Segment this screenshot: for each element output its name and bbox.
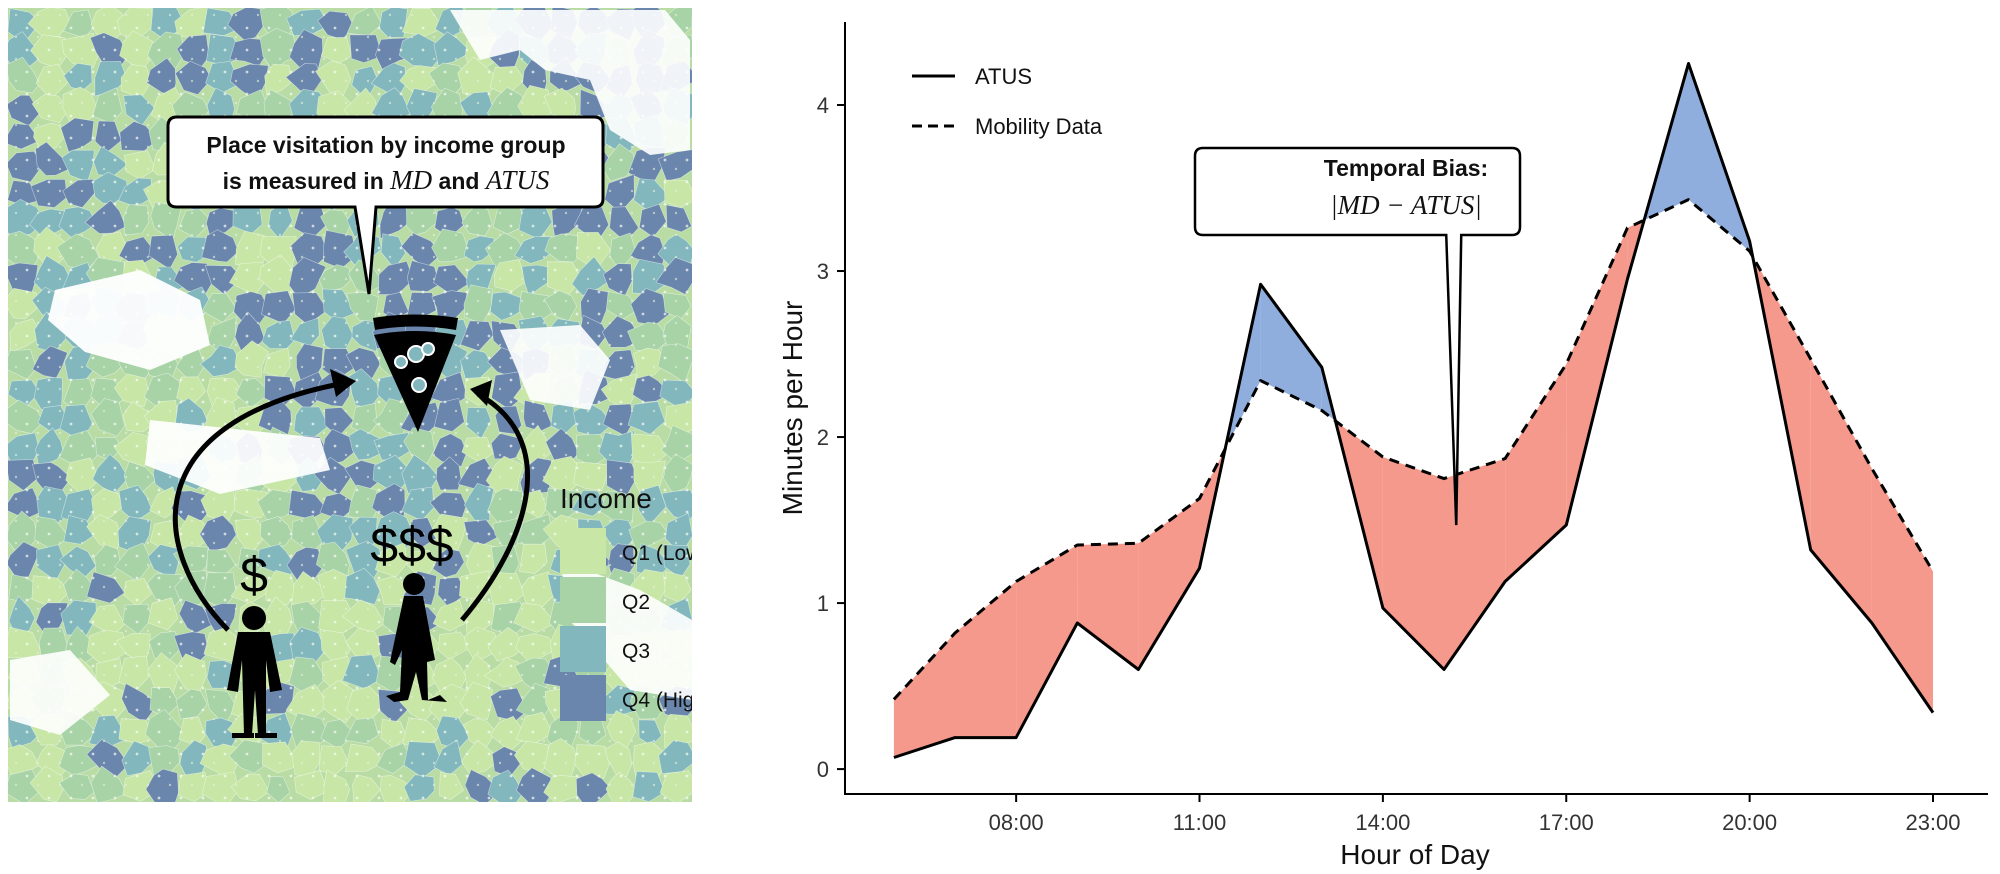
- legend-label-q3: Q3: [622, 640, 650, 663]
- bias-callout-bubble: [1193, 146, 1522, 526]
- high-income-arrow: [460, 391, 530, 622]
- callout-prefix: is measured in: [223, 168, 384, 194]
- high-income-arrow-head: [470, 380, 492, 406]
- low-income-arrow: [172, 379, 351, 632]
- callout-and: and: [439, 168, 480, 194]
- bias-area-mobility-above: [1077, 543, 1139, 670]
- legend-title: Income: [560, 483, 652, 514]
- low-income-person-icon: [227, 606, 282, 738]
- pizza-slice-icon: [373, 314, 458, 432]
- x-tick-label: 08:00: [989, 810, 1044, 835]
- x-tick-label: 14:00: [1355, 810, 1410, 835]
- legend-swatch-q3: [560, 626, 606, 672]
- y-tick-label: 2: [817, 425, 829, 450]
- bias-callout-formula: |MD − ATUS|: [1330, 190, 1482, 220]
- callout-line2: is measured in MD and ATUS: [223, 165, 550, 195]
- y-tick-label: 0: [817, 757, 829, 782]
- legend-mobility-label: Mobility Data: [975, 114, 1103, 139]
- temporal-bias-chart: 0 1 2 3 4 08:00 11:00 14:00 17:00 20:00 23:00 Min…: [777, 22, 1988, 870]
- bias-area-mobility-above: [955, 581, 1017, 738]
- bias-area-mobility-above: [1444, 458, 1506, 670]
- y-axis-label: Minutes per Hour: [777, 301, 808, 516]
- mobility-series-line: [892, 198, 1935, 701]
- low-income-symbol: $: [240, 547, 268, 603]
- bias-area-mobility-above: [1871, 468, 1933, 713]
- map-water-area: [10, 650, 110, 735]
- legend-swatch-q4: [560, 675, 606, 721]
- bias-area-mobility-above: [1382, 457, 1444, 670]
- x-axis-label: Hour of Day: [1340, 839, 1489, 870]
- map-water-area: [145, 420, 330, 494]
- high-income-symbol: $$$: [370, 517, 453, 573]
- callout-line1: Place visitation by income group: [206, 132, 565, 158]
- x-tick-label: 20:00: [1722, 810, 1777, 835]
- map-callout: Place visitation by income group is meas…: [166, 115, 605, 295]
- legend-swatch-q1: [560, 528, 606, 574]
- bias-callout-title: Temporal Bias:: [1324, 155, 1488, 181]
- y-tick-label: 4: [817, 93, 829, 118]
- bias-area-mobility-above: [1138, 498, 1200, 670]
- legend-swatch-q2: [560, 577, 606, 623]
- map-water-area: [450, 10, 690, 155]
- low-income-arrow-head: [330, 369, 356, 397]
- bias-area-mobility-above: [1016, 545, 1078, 738]
- chart-legend: ATUS Mobility Data: [912, 64, 1103, 139]
- legend-atus-label: ATUS: [975, 64, 1032, 89]
- atus-series-line: [893, 62, 1935, 759]
- bias-area-mobility-above: [893, 633, 955, 758]
- y-axis-ticks: 0 1 2 3 4: [817, 93, 845, 782]
- callout-md: MD: [389, 165, 432, 195]
- bias-area-mobility-above: [1505, 364, 1567, 582]
- map-water-area: [48, 270, 210, 370]
- series-lines: [892, 62, 1935, 759]
- x-tick-label: 17:00: [1539, 810, 1594, 835]
- x-tick-label: 23:00: [1905, 810, 1960, 835]
- map-water-area: [500, 325, 610, 410]
- legend-label-q2: Q2: [622, 591, 650, 614]
- y-tick-label: 3: [817, 259, 829, 284]
- callout-atus: ATUS: [484, 165, 550, 195]
- bias-area-mobility-above: [1566, 227, 1628, 525]
- x-tick-label: 11:00: [1173, 810, 1226, 835]
- y-tick-label: 1: [817, 591, 829, 616]
- callout-bubble: [166, 115, 605, 295]
- legend-label-q1: Q1 (Low): [622, 542, 708, 565]
- bias-callout: Temporal Bias: |MD − ATUS|: [1193, 146, 1522, 526]
- legend-label-q4: Q4 (High): [622, 689, 713, 712]
- high-income-person-icon: [386, 573, 447, 702]
- bias-area-mobility-above: [1810, 359, 1872, 623]
- income-legend: Income Q1 (Low) Q2 Q3 Q4 (High): [560, 483, 713, 721]
- bias-area-atus-above: [1260, 284, 1322, 411]
- x-axis-ticks: 08:00 11:00 14:00 17:00 20:00 23:00: [989, 794, 1961, 835]
- income-map-panel: Place visitation by income group is meas…: [8, 8, 713, 802]
